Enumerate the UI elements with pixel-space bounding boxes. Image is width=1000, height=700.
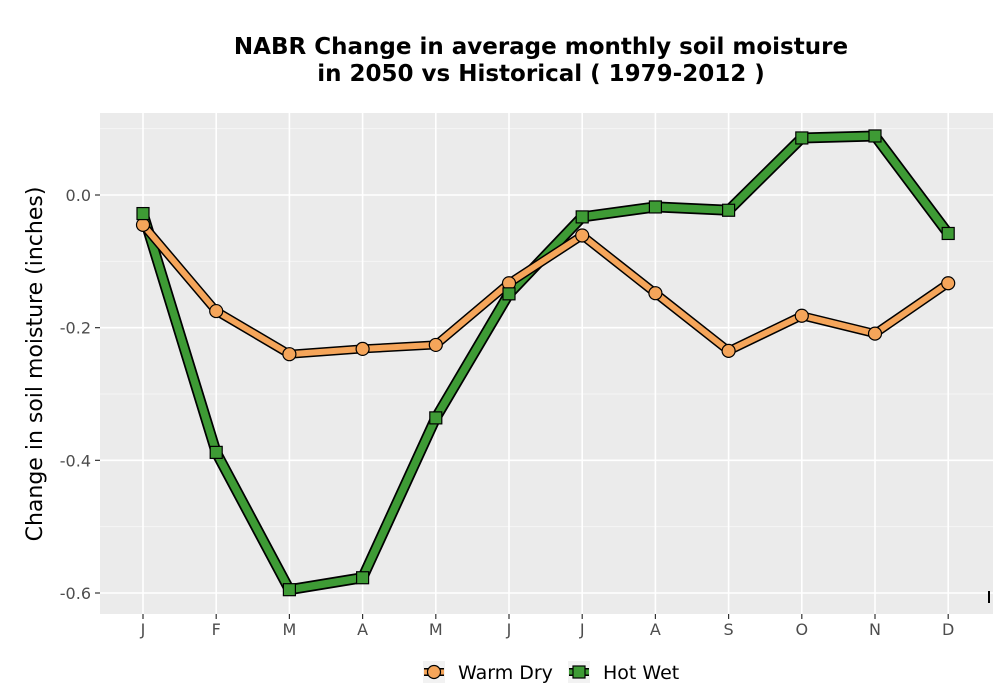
x-tick-label: S xyxy=(724,620,734,639)
data-point xyxy=(502,287,516,301)
data-point xyxy=(941,226,955,241)
x-tick-label: O xyxy=(796,620,809,639)
data-point xyxy=(429,411,443,425)
legend-key-marker xyxy=(572,665,586,679)
data-point xyxy=(648,286,663,301)
y-tick-label: 0.0 xyxy=(66,186,91,205)
plot-area: 0.0 -0.2 -0.4 -0.6 J F M A M J J A S O N D xyxy=(60,113,993,639)
data-point xyxy=(282,347,297,362)
y-axis-label: Change in soil moisture (inches) xyxy=(23,187,48,542)
data-point xyxy=(867,326,883,341)
data-point xyxy=(428,337,443,353)
data-point xyxy=(795,131,809,145)
series-line xyxy=(140,221,952,358)
x-tick-label: N xyxy=(869,620,881,639)
data-point xyxy=(794,308,809,323)
y-tick-label: -0.2 xyxy=(60,319,91,338)
legend: Warm Dry Hot Wet xyxy=(423,661,679,684)
chart-title-line-1: NABR Change in average monthly soil mois… xyxy=(234,34,848,60)
data-point xyxy=(135,217,151,232)
y-tick-label: -0.4 xyxy=(60,451,91,470)
chart-title-line-2: in 2050 vs Historical ( 1979-2012 ) xyxy=(317,61,764,87)
x-tick-label: F xyxy=(212,620,221,639)
data-point xyxy=(868,129,882,143)
x-tick-label: M xyxy=(429,620,443,639)
x-tick-label: J xyxy=(140,620,146,639)
data-point xyxy=(721,203,736,217)
x-tick-label: A xyxy=(650,620,661,639)
data-point xyxy=(355,341,370,356)
data-point xyxy=(575,210,589,224)
data-point xyxy=(356,571,370,585)
data-point xyxy=(941,276,956,291)
plot-background xyxy=(100,113,993,614)
data-point xyxy=(282,583,296,597)
y-tick-label: -0.6 xyxy=(60,584,91,603)
legend-key-marker xyxy=(426,664,442,680)
data-point xyxy=(209,303,224,319)
data-point xyxy=(209,445,223,459)
data-point xyxy=(575,228,590,243)
data-point xyxy=(648,200,663,214)
x-tick-label: D xyxy=(942,620,954,639)
x-tick-label: J xyxy=(506,620,512,639)
data-point xyxy=(721,343,736,358)
legend-label: Hot Wet xyxy=(603,662,679,684)
x-tick-label: J xyxy=(579,620,585,639)
x-tick-label: M xyxy=(282,620,296,639)
x-tick-label: A xyxy=(357,620,368,639)
data-point xyxy=(136,206,150,221)
legend-label: Warm Dry xyxy=(458,662,553,684)
